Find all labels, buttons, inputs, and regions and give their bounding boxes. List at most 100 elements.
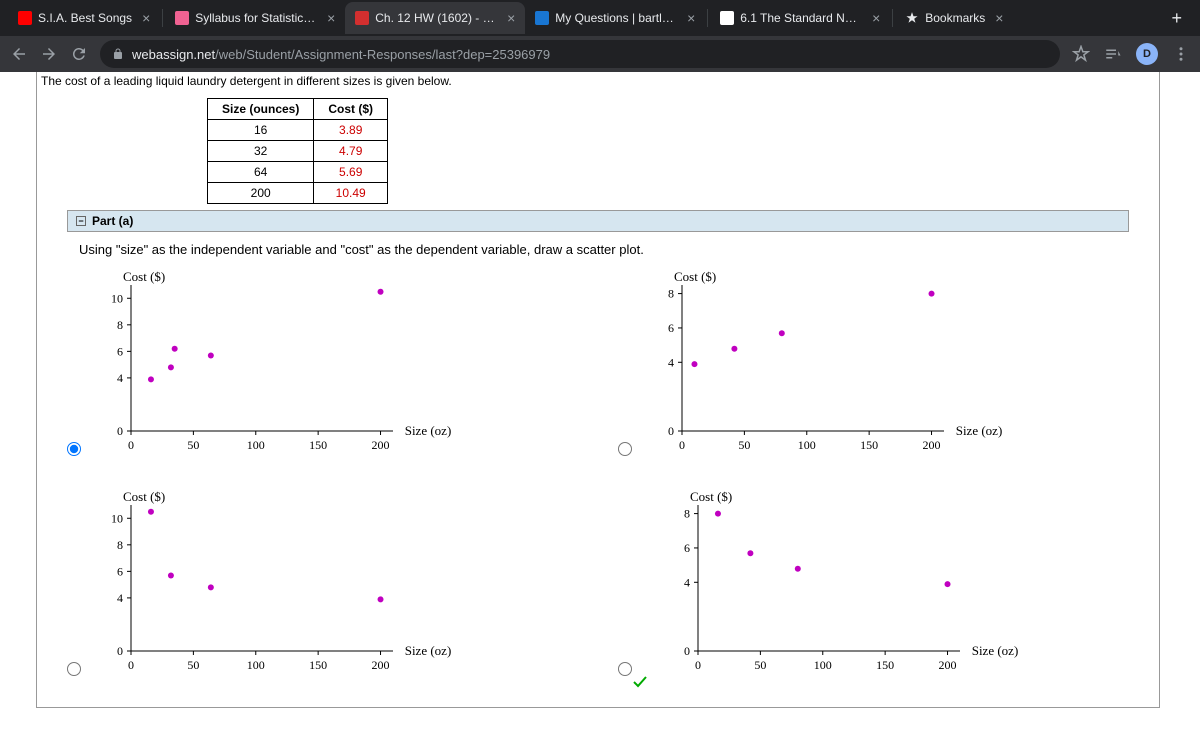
browser-tab-bar: S.I.A. Best Songs×Syllabus for Statistic… [0, 0, 1200, 36]
browser-tab[interactable]: Bookmarks× [895, 2, 1013, 34]
plot-option: 050100150200046810Size (oz)Cost ($) [67, 487, 578, 687]
svg-text:100: 100 [814, 658, 832, 672]
question-text: Using "size" as the independent variable… [79, 242, 1117, 257]
tab-title: Syllabus for Statistics v [195, 11, 317, 25]
favicon [18, 11, 32, 25]
svg-text:6: 6 [117, 344, 123, 358]
svg-text:0: 0 [684, 644, 690, 658]
table-header: Cost ($) [314, 99, 388, 120]
url-path: /web/Student/Assignment-Responses/last?d… [215, 47, 550, 62]
favicon [720, 11, 734, 25]
star-icon [905, 11, 919, 25]
plot-radio[interactable] [67, 442, 81, 456]
svg-text:4: 4 [117, 591, 123, 605]
browser-tab[interactable]: S.I.A. Best Songs × [8, 2, 160, 34]
back-button[interactable] [10, 45, 28, 63]
plot-radio[interactable] [67, 662, 81, 676]
plot-radio[interactable] [618, 442, 632, 456]
svg-text:100: 100 [247, 438, 265, 452]
tab-title: S.I.A. Best Songs [38, 11, 132, 25]
svg-text:0: 0 [679, 438, 685, 452]
svg-text:8: 8 [668, 287, 674, 301]
plot-option: 050100150200046810Size (oz)Cost ($) [67, 267, 578, 467]
address-bar: webassign.net/web/Student/Assignment-Res… [0, 36, 1200, 72]
favicon [535, 11, 549, 25]
svg-text:50: 50 [754, 658, 766, 672]
svg-text:50: 50 [187, 438, 199, 452]
svg-text:150: 150 [309, 438, 327, 452]
scatter-plot: 050100150200046810Size (oz)Cost ($) [83, 267, 463, 467]
favicon [175, 11, 189, 25]
plot-option: 0501001502000468Size (oz)Cost ($) [618, 267, 1129, 467]
table-cell: 5.69 [314, 162, 388, 183]
svg-text:8: 8 [684, 507, 690, 521]
scatter-plot: 0501001502000468Size (oz)Cost ($) [634, 267, 1014, 467]
new-tab-button[interactable]: + [1161, 8, 1192, 29]
svg-text:200: 200 [923, 438, 941, 452]
tab-title: 6.1 The Standard Norm [740, 11, 862, 25]
svg-text:6: 6 [668, 321, 674, 335]
table-row: 20010.49 [208, 183, 388, 204]
svg-text:Cost ($): Cost ($) [123, 269, 165, 284]
close-tab-icon[interactable]: × [507, 10, 515, 26]
svg-text:0: 0 [128, 658, 134, 672]
profile-avatar[interactable]: D [1136, 43, 1158, 65]
data-table: Size (ounces)Cost ($) 163.89324.79645.69… [207, 98, 388, 204]
url-input[interactable]: webassign.net/web/Student/Assignment-Res… [100, 40, 1060, 68]
reload-button[interactable] [70, 45, 88, 63]
favicon [355, 11, 369, 25]
table-cell: 32 [208, 141, 314, 162]
table-cell: 3.89 [314, 120, 388, 141]
svg-text:10: 10 [111, 511, 123, 525]
svg-text:100: 100 [798, 438, 816, 452]
table-cell: 10.49 [314, 183, 388, 204]
table-header: Size (ounces) [208, 99, 314, 120]
svg-text:Cost ($): Cost ($) [674, 269, 716, 284]
lock-icon [112, 48, 124, 60]
svg-text:200: 200 [372, 438, 390, 452]
plot-option: 0501001502000468Size (oz)Cost ($) [618, 487, 1129, 687]
close-tab-icon[interactable]: × [995, 10, 1003, 26]
plot-radio[interactable] [618, 662, 632, 676]
table-cell: 200 [208, 183, 314, 204]
table-cell: 16 [208, 120, 314, 141]
menu-icon[interactable] [1172, 45, 1190, 63]
browser-tab[interactable]: Ch. 12 HW (1602) - Mat × [345, 2, 525, 34]
svg-text:6: 6 [117, 564, 123, 578]
collapse-icon[interactable]: − [76, 216, 86, 226]
svg-text:50: 50 [738, 438, 750, 452]
svg-text:0: 0 [695, 658, 701, 672]
close-tab-icon[interactable]: × [872, 10, 880, 26]
table-row: 645.69 [208, 162, 388, 183]
browser-tab[interactable]: My Questions | bartleby× [525, 2, 705, 34]
svg-text:6: 6 [684, 541, 690, 555]
close-tab-icon[interactable]: × [687, 10, 695, 26]
svg-text:0: 0 [117, 424, 123, 438]
close-tab-icon[interactable]: × [142, 10, 150, 26]
browser-tab[interactable]: Syllabus for Statistics v × [165, 2, 345, 34]
svg-text:200: 200 [372, 658, 390, 672]
part-a-header[interactable]: − Part (a) [67, 210, 1129, 232]
svg-text:Size (oz): Size (oz) [405, 643, 452, 658]
table-cell: 4.79 [314, 141, 388, 162]
close-tab-icon[interactable]: × [327, 10, 335, 26]
reading-list-icon[interactable] [1104, 45, 1122, 63]
svg-text:0: 0 [128, 438, 134, 452]
svg-text:4: 4 [117, 371, 123, 385]
bookmark-star-icon[interactable] [1072, 45, 1090, 63]
table-cell: 64 [208, 162, 314, 183]
svg-text:4: 4 [668, 355, 674, 369]
forward-button[interactable] [40, 45, 58, 63]
svg-text:Size (oz): Size (oz) [972, 643, 1019, 658]
browser-tab[interactable]: 6.1 The Standard Norm × [710, 2, 890, 34]
part-label: Part (a) [92, 214, 133, 228]
svg-text:0: 0 [117, 644, 123, 658]
tab-title: Ch. 12 HW (1602) - Mat [375, 11, 497, 25]
table-row: 163.89 [208, 120, 388, 141]
svg-text:8: 8 [117, 318, 123, 332]
svg-text:150: 150 [876, 658, 894, 672]
checkmark-icon [632, 674, 648, 690]
svg-text:150: 150 [860, 438, 878, 452]
svg-text:200: 200 [939, 658, 957, 672]
problem-intro: The cost of a leading liquid laundry det… [37, 72, 1159, 90]
